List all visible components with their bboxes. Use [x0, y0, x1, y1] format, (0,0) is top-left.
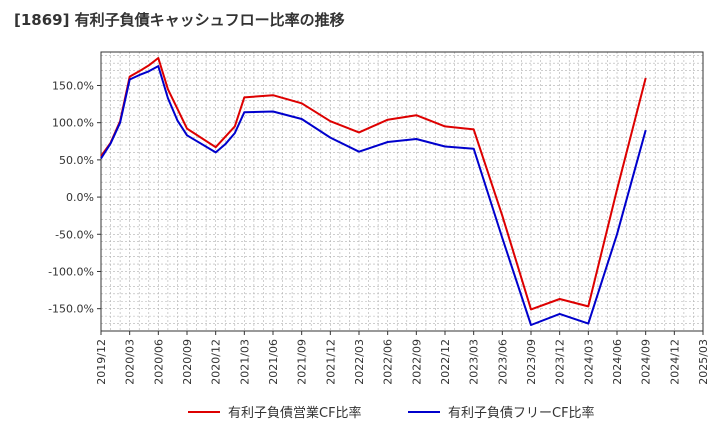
legend: 有利子負債営業CF比率 有利子負債フリーCF比率: [0, 402, 720, 426]
plot-frame: [100, 51, 704, 332]
chart-title: [1869] 有利子負債キャッシュフロー比率の推移: [14, 11, 345, 29]
x-tick-label: 2020/03: [124, 339, 137, 385]
y-tick-label: 0.0%: [66, 191, 94, 204]
y-tick-label: -50.0%: [55, 228, 94, 241]
legend-label-operating-cf: 有利子負債営業CF比率: [228, 406, 362, 421]
x-tick-label: 2024/09: [640, 339, 653, 385]
x-tick-label: 2021/06: [267, 339, 280, 385]
x-tick-label: 2022/03: [353, 339, 366, 385]
x-tick-label: 2019/12: [95, 339, 108, 385]
plot-area: [101, 52, 703, 331]
x-tick-label: 2024/12: [668, 339, 681, 385]
y-tick-label: 50.0%: [59, 154, 94, 167]
x-tick-label: 2024/06: [611, 339, 624, 385]
x-tick-label: 2021/09: [296, 339, 309, 385]
y-tick-label: -150.0%: [48, 303, 94, 316]
legend-swatch-free-cf: [408, 410, 440, 413]
legend-swatch-operating-cf: [188, 410, 220, 413]
line-chart: -150.0% -100.0% -50.0% 0.0% 50.0% 100.0% 150.0…: [48, 51, 710, 385]
x-tick-label: 2022/09: [410, 339, 423, 385]
x-tick-label: 2025/03: [697, 339, 710, 385]
x-tick-label: 2021/03: [238, 339, 251, 385]
x-tick-label: 2023/06: [496, 339, 509, 385]
x-tick-label: 2020/06: [152, 339, 165, 385]
x-tick-label: 2020/12: [210, 339, 223, 385]
y-tick-label: 150.0%: [52, 79, 94, 92]
series-line-1: [100, 57, 647, 311]
y-tick-label: -100.0%: [48, 265, 94, 278]
x-tick-label: 2023/09: [525, 339, 538, 385]
x-tick-label: 2020/09: [181, 339, 194, 385]
x-tick-label: 2023/12: [554, 339, 567, 385]
series-line-2: [100, 65, 647, 326]
legend-item-free-cf: 有利子負債フリーCF比率: [408, 402, 595, 421]
x-tick-label: 2022/06: [382, 339, 395, 385]
y-tick-label: 100.0%: [52, 117, 94, 130]
legend-label-free-cf: 有利子負債フリーCF比率: [448, 406, 595, 421]
x-tick-label: 2022/12: [439, 339, 452, 385]
x-tick-label: 2024/03: [582, 339, 595, 385]
legend-item-operating-cf: 有利子負債営業CF比率: [188, 402, 362, 421]
x-tick-label: 2021/12: [324, 339, 337, 385]
x-tick-label: 2023/03: [468, 339, 481, 385]
